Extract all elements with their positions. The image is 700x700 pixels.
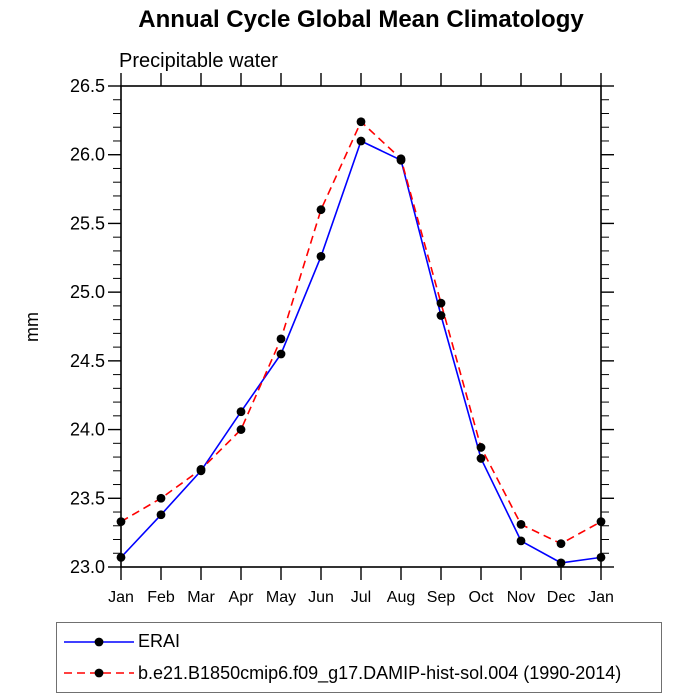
data-point-marker [476,454,486,463]
y-tick-label: 23.0 [70,557,105,577]
data-point-marker [436,298,446,308]
chart-title: Annual Cycle Global Mean Climatology [138,6,584,33]
data-point-marker [116,517,126,527]
y-tick-label: 23.5 [70,488,105,508]
data-point-marker [196,465,206,474]
data-point-marker [436,311,446,320]
data-point-marker [156,493,166,503]
data-point-marker [276,349,286,359]
erai-line-sample-icon [64,637,134,647]
plot-area: Jan Feb Mar Apr May Jun Jul Aug Sep Oct Nov Dec Jan2… [22,73,614,606]
data-point-marker [516,536,526,546]
x-tick-label: Aug [387,589,415,606]
legend: ERAI b.e21.B1850cmip6.f09_g17.DAMIP-hist… [56,622,662,693]
x-tick-label: Jun [308,589,334,606]
data-point-marker [276,334,286,344]
legend-item-model: b.e21.B1850cmip6.f09_g17.DAMIP-hist-sol.… [63,660,661,686]
y-axis-label: mm [22,312,42,342]
data-point-marker [596,552,606,562]
x-tick-label: Jan [588,589,614,606]
plot-box [120,85,602,568]
data-point-marker [596,517,606,527]
y-tick-label: 25.5 [70,213,105,233]
model-line-sample-icon [64,668,134,678]
y-tick-label: 25.0 [70,282,105,302]
x-tick-label: May [266,589,296,606]
data-point-marker [356,117,366,127]
series-line-erai [120,139,602,564]
data-point-marker [116,552,126,562]
legend-item-erai: ERAI [63,629,661,655]
x-tick-label: Oct [469,589,494,606]
x-tick-label: Mar [187,589,215,606]
data-point-marker [556,558,566,568]
data-point-marker [236,407,246,417]
data-point-marker [396,154,406,164]
x-tick-label: Apr [229,589,255,606]
data-point-marker [316,252,326,261]
legend-label-erai: ERAI [138,631,181,652]
x-tick-label: Jan [108,589,134,606]
x-tick-label: Nov [507,589,535,606]
data-point-marker [356,136,366,146]
data-point-marker [316,205,326,215]
y-tick-label: 26.5 [70,76,105,96]
data-point-marker [516,519,526,529]
y-tick-label: 24.0 [70,420,105,440]
x-tick-label: Dec [547,589,575,606]
chart-subtitle: Precipitable water [119,50,278,72]
x-tick-label: Sep [427,589,456,606]
data-point-marker [156,510,166,520]
data-point-marker [476,443,486,452]
legend-label-model: b.e21.B1850cmip6.f09_g17.DAMIP-hist-sol.… [138,662,622,683]
y-tick-label: 26.0 [70,145,105,165]
x-tick-label: Feb [147,589,175,606]
x-tick-label: Jul [351,589,371,606]
y-tick-label: 24.5 [70,351,105,371]
data-point-marker [236,425,246,434]
data-point-marker [556,539,566,549]
